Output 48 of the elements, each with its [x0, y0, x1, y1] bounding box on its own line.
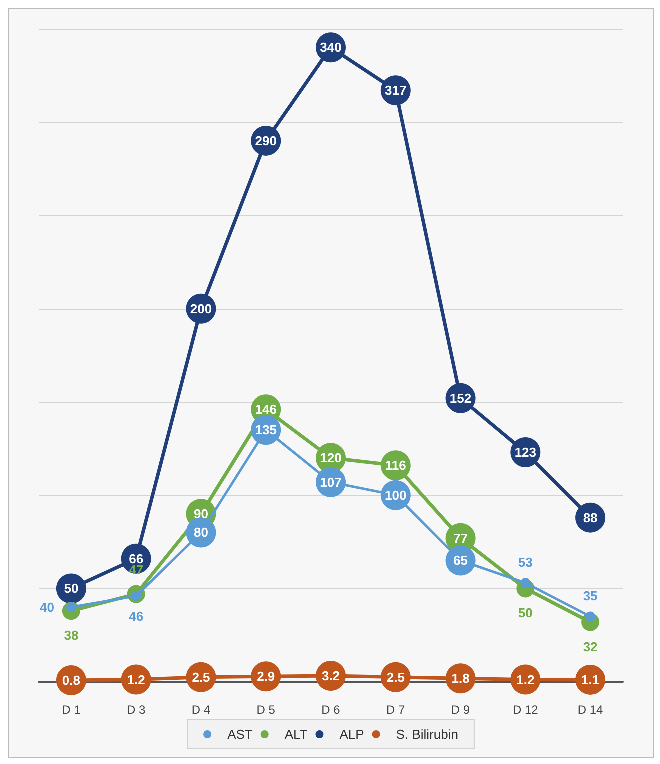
data-label: 1.8	[452, 671, 470, 686]
data-label: 50	[518, 606, 533, 621]
x-tick-label: D 9	[451, 703, 470, 717]
data-label: 38	[64, 628, 79, 644]
data-label: 340	[320, 40, 342, 56]
x-tick-label: D 3	[126, 703, 146, 717]
data-label: 290	[255, 133, 277, 148]
data-label: 90	[194, 506, 208, 522]
data-label: 1.2	[516, 672, 535, 688]
data-label: 77	[454, 530, 468, 546]
data-label: 53	[518, 555, 533, 570]
data-label: 2.9	[257, 669, 276, 684]
data-label: 35	[583, 588, 598, 604]
x-tick-label: D 4	[192, 703, 211, 717]
data-label: 2.5	[386, 670, 405, 685]
legend-label: ALT	[284, 727, 308, 742]
data-label: 65	[454, 553, 468, 568]
x-tick-label: D 12	[512, 703, 539, 717]
data-label: 50	[64, 581, 79, 596]
data-label: 146	[255, 402, 277, 418]
data-label: 40	[40, 600, 54, 615]
data-label: 1.2	[127, 672, 146, 688]
data-label: 66	[129, 551, 144, 566]
data-label: 2.5	[192, 670, 210, 685]
data-label: 32	[583, 639, 598, 654]
data-label: 135	[255, 422, 277, 438]
data-label: 3.2	[322, 668, 340, 684]
data-label: 0.8	[62, 673, 80, 688]
data-label: 88	[583, 510, 598, 526]
data-label: 80	[194, 525, 208, 540]
data-label: 46	[129, 609, 144, 624]
data-label: 152	[450, 390, 472, 406]
data-label: 123	[514, 445, 537, 460]
data-label: 1.1	[582, 672, 600, 688]
data-label: 200	[190, 301, 212, 316]
legend-label: S. Bilirubin	[396, 727, 458, 742]
x-tick-label: D 14	[578, 703, 604, 717]
x-tick-label: D 1	[62, 703, 82, 717]
x-tick-label: D 5	[256, 703, 276, 717]
x-tick-label: D 6	[322, 703, 341, 717]
data-label: 100	[385, 488, 407, 503]
data-label: 107	[320, 474, 342, 490]
legend-label: AST	[228, 727, 253, 742]
data-label: 317	[385, 83, 407, 98]
legend-label: ALP	[340, 727, 364, 742]
data-label: 120	[320, 450, 342, 466]
data-label: 116	[385, 458, 406, 474]
x-tick-label: D 7	[386, 703, 406, 717]
